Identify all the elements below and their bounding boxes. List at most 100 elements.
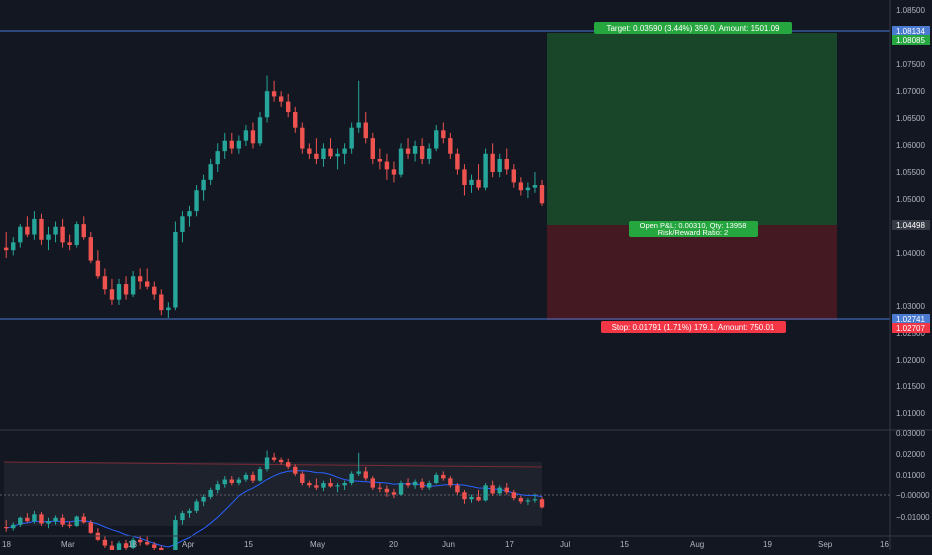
candle-body[interactable] [497, 158, 502, 172]
candle-body[interactable] [490, 153, 495, 172]
candle-series [4, 75, 545, 318]
target-zone[interactable] [547, 33, 837, 225]
indicator-axis[interactable]: 0.03000 0.02000 0.01000 −0.00000 −0.0100… [896, 429, 930, 522]
candle-body[interactable] [532, 185, 538, 188]
stop-zone[interactable] [547, 225, 837, 320]
candle-body[interactable] [159, 294, 164, 311]
candle-body[interactable] [53, 226, 58, 235]
candle-body[interactable] [518, 182, 524, 191]
candle-body[interactable] [215, 151, 220, 165]
time-tick-label: Apr [182, 540, 195, 549]
indicator-bar [469, 496, 474, 500]
candle-body[interactable] [398, 148, 404, 175]
indicator-pane[interactable] [0, 450, 890, 555]
candle-body[interactable] [145, 281, 150, 287]
candle-body[interactable] [476, 179, 481, 188]
candle-body[interactable] [130, 276, 136, 295]
candle-body[interactable] [39, 218, 44, 240]
indicator-bar [130, 539, 136, 548]
candle-body[interactable] [300, 127, 305, 149]
candle-body[interactable] [229, 140, 234, 149]
candle-body[interactable] [377, 158, 383, 162]
candle-body[interactable] [123, 284, 129, 295]
candle-body[interactable] [462, 169, 467, 186]
candle-body[interactable] [152, 286, 157, 295]
candle-body[interactable] [321, 148, 326, 159]
candle-body[interactable] [180, 216, 185, 232]
candle-body[interactable] [11, 242, 16, 251]
candle-body[interactable] [271, 91, 277, 97]
candle-body[interactable] [173, 231, 178, 308]
candle-body[interactable] [286, 101, 291, 113]
candle-body[interactable] [455, 153, 460, 170]
candle-body[interactable] [356, 122, 361, 128]
candle-body[interactable] [25, 226, 30, 235]
candle-body[interactable] [32, 218, 37, 235]
candle-body[interactable] [137, 276, 143, 282]
candle-body[interactable] [102, 276, 108, 290]
candle-body[interactable] [166, 307, 171, 311]
indicator-bar [286, 462, 291, 467]
candle-body[interactable] [349, 127, 354, 149]
indicator-bar [243, 474, 249, 480]
indicator-bar [271, 457, 277, 460]
candle-body[interactable] [60, 226, 65, 243]
candle-body[interactable] [525, 187, 531, 191]
candle-body[interactable] [539, 185, 545, 204]
pnl-label-box[interactable]: Open P&L: 0.00310, Qty: 13958 Risk/Rewar… [629, 221, 758, 237]
indicator-bar [490, 485, 495, 494]
indicator-bar [74, 516, 79, 526]
candle-body[interactable] [328, 148, 333, 157]
candle-body[interactable] [116, 284, 122, 300]
candle-body[interactable] [434, 130, 439, 149]
candle-body[interactable] [293, 112, 298, 128]
candle-body[interactable] [335, 153, 340, 157]
candle-body[interactable] [46, 234, 51, 240]
candle-body[interactable] [504, 158, 509, 170]
candle-body[interactable] [208, 164, 213, 180]
indicator-bar [511, 492, 516, 499]
candle-body[interactable] [511, 169, 516, 183]
candle-body[interactable] [222, 140, 227, 152]
candle-body[interactable] [278, 96, 284, 102]
candle-body[interactable] [74, 224, 79, 245]
candle-body[interactable] [67, 242, 72, 245]
candle-body[interactable] [405, 148, 411, 154]
candle-body[interactable] [95, 260, 101, 277]
candle-body[interactable] [201, 179, 206, 191]
candle-body[interactable] [448, 138, 453, 154]
candle-body[interactable] [441, 130, 446, 139]
candle-body[interactable] [109, 289, 115, 300]
candle-body[interactable] [264, 91, 270, 118]
candle-body[interactable] [391, 169, 397, 175]
candle-body[interactable] [469, 179, 474, 186]
stop-label-box[interactable]: Stop: 0.01791 (1.71%) 179.1, Amount: 750… [601, 321, 786, 333]
candle-body[interactable] [187, 211, 192, 217]
candle-body[interactable] [250, 130, 256, 144]
candle-body[interactable] [412, 145, 418, 154]
candle-body[interactable] [236, 140, 242, 149]
candle-body[interactable] [419, 145, 425, 159]
candle-body[interactable] [81, 224, 86, 238]
candle-body[interactable] [307, 148, 312, 154]
candle-body[interactable] [384, 161, 390, 170]
candle-body[interactable] [363, 122, 368, 139]
candle-body[interactable] [370, 138, 375, 159]
candle-body[interactable] [314, 153, 319, 159]
candle-body[interactable] [427, 148, 432, 159]
price-tick-label: 1.05000 [896, 195, 925, 204]
candle-body[interactable] [18, 226, 23, 243]
time-axis[interactable]: 18 Mar 18 Apr 15 May 20 Jun 17 Jul 15 Au… [0, 535, 932, 549]
candle-body[interactable] [4, 247, 9, 251]
indicator-bar [335, 485, 340, 487]
candle-body[interactable] [342, 148, 347, 154]
candle-body[interactable] [88, 237, 93, 261]
candle-body[interactable] [483, 153, 488, 188]
candle-body[interactable] [243, 130, 249, 141]
candle-body[interactable] [194, 190, 199, 212]
candle-body[interactable] [257, 117, 263, 144]
target-label-box[interactable]: Target: 0.03590 (3.44%) 359.0, Amount: 1… [594, 22, 792, 34]
price-axis[interactable]: 1.08500 1.07500 1.07000 1.06500 1.06000 … [889, 0, 930, 550]
